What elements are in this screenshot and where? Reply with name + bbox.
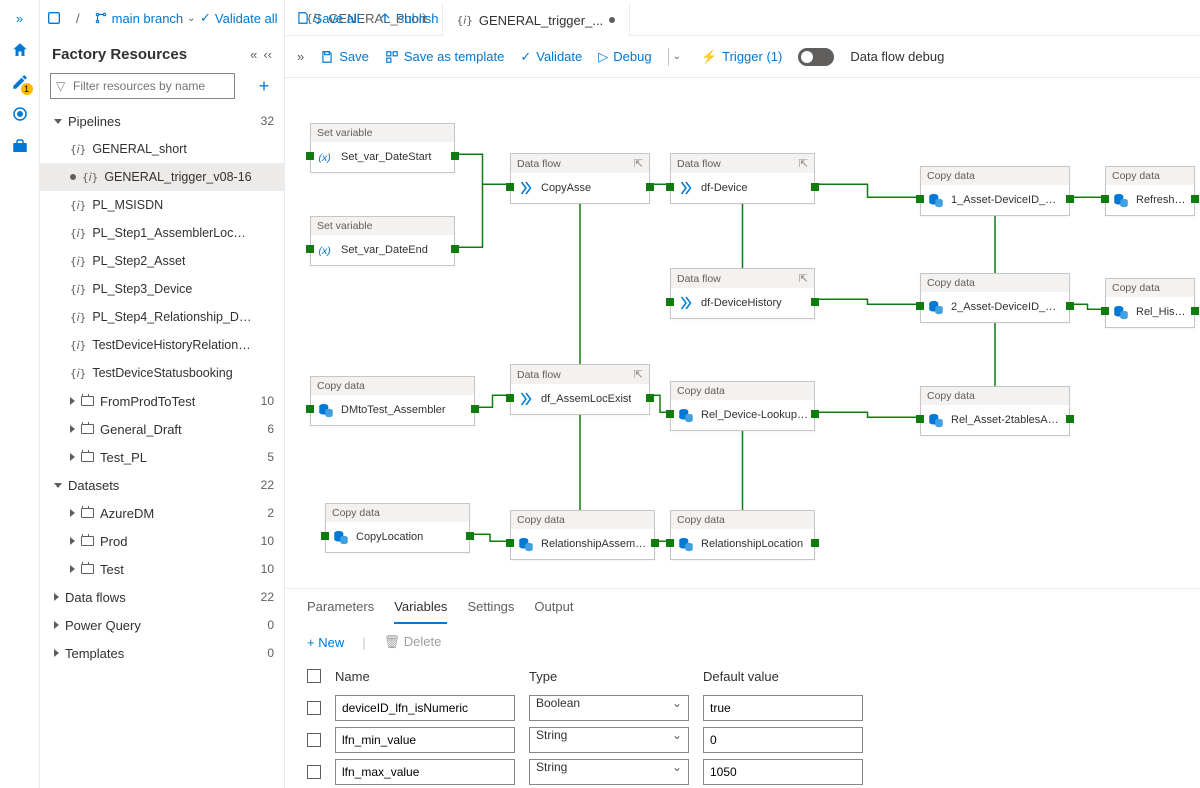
pipeline-canvas[interactable]: Set variable(x)Set_var_DateStart Set vari… — [285, 78, 1200, 588]
breadcrumb-sep: / — [76, 11, 80, 26]
pipeline-item[interactable]: {𝘪}PL_MSISDN — [40, 191, 284, 219]
activity-node[interactable]: Copy dataDMtoTest_Assembler — [310, 376, 475, 426]
activity-node[interactable]: Copy dataRelationshipLocation — [670, 510, 815, 560]
add-resource-button[interactable]: + — [254, 76, 274, 97]
editor-tab[interactable]: {𝘪}GENERAL_trigger_... — [442, 2, 631, 36]
bottom-panel: ParametersVariablesSettingsOutput + New … — [285, 588, 1200, 788]
validate-button[interactable]: ✓Validate — [520, 49, 582, 65]
sidebar: / main branch ⌄ Factory Resources « ‹‹ ▽… — [40, 0, 285, 788]
bottom-tabs: Parameters Variables Settings Output — [285, 589, 1200, 624]
bottom-tab[interactable]: Settings — [467, 599, 514, 624]
edit-icon[interactable] — [10, 72, 30, 92]
activity-node[interactable]: Copy data1_Asset-DeviceID_Set-null — [920, 166, 1070, 216]
col-val-header: Default value — [703, 669, 863, 684]
bottom-tab[interactable]: Output — [534, 599, 573, 624]
save-template-button[interactable]: Save as template — [385, 49, 504, 64]
section-powerquery[interactable]: Power Query 0 — [40, 611, 284, 639]
filter-input[interactable] — [50, 73, 235, 99]
filter-icon: ▽ — [56, 79, 65, 93]
section-pipelines[interactable]: Pipelines 32 — [40, 107, 284, 135]
var-name-input[interactable] — [335, 695, 515, 721]
pipeline-item[interactable]: {𝘪}TestDeviceStatusbooking — [40, 359, 284, 387]
activity-node[interactable]: Data flow⇱CopyAsse — [510, 153, 650, 204]
resource-tree: Pipelines 32 {𝘪}GENERAL_short{𝘪}GENERAL_… — [40, 107, 284, 788]
dataflow-debug-toggle[interactable] — [798, 48, 834, 66]
nav-rail: » — [0, 0, 40, 788]
pipeline-item[interactable]: {𝘪}GENERAL_trigger_v08-16 — [40, 163, 284, 191]
chevrons-icon[interactable]: » — [297, 49, 304, 64]
folder-item[interactable]: Prod10 — [40, 527, 284, 555]
activity-node[interactable]: Copy dataRel_Device-Lookup_6tables — [670, 381, 815, 431]
var-name-input[interactable] — [335, 727, 515, 753]
toolbox-icon[interactable] — [10, 136, 30, 156]
row-checkbox[interactable] — [307, 765, 321, 779]
activity-node[interactable]: Copy dataRel_Asset-2tablesAndRefresh — [920, 386, 1070, 436]
folder-item[interactable]: Test10 — [40, 555, 284, 583]
delete-variable-button[interactable]: 🗑 Delete — [384, 634, 442, 650]
home-icon[interactable] — [10, 40, 30, 60]
var-value-input[interactable] — [703, 727, 863, 753]
row-checkbox[interactable] — [307, 733, 321, 747]
activity-node[interactable]: Data flow⇱df_AssemLocExist — [510, 364, 650, 415]
var-type-select[interactable]: Boolean — [529, 695, 689, 721]
branch-selector[interactable]: main branch ⌄ — [94, 11, 196, 26]
var-name-input[interactable] — [335, 759, 515, 785]
activity-node[interactable]: Copy dataRefresh_De — [1105, 166, 1195, 216]
activity-node[interactable]: Copy dataCopyLocation — [325, 503, 470, 553]
variable-row: String — [307, 756, 1178, 788]
debug-dropdown[interactable]: ⌄ — [668, 48, 685, 66]
svg-text:(x): (x) — [319, 245, 331, 257]
pipeline-item[interactable]: {𝘪}TestDeviceHistoryRelationship — [40, 331, 284, 359]
section-dataflows[interactable]: Data flows 22 — [40, 583, 284, 611]
pipeline-item[interactable]: {𝘪}PL_Step4_Relationship_Device_Hist... — [40, 303, 284, 331]
save-all-button[interactable]: Save all — [296, 11, 360, 26]
activity-node[interactable]: Copy data2_Asset-DeviceID_Set-DeviceID — [920, 273, 1070, 323]
bottom-tab[interactable]: Parameters — [307, 599, 374, 624]
target-icon[interactable] — [10, 104, 30, 124]
pipeline-item[interactable]: {𝘪}PL_Step3_Device — [40, 275, 284, 303]
var-type-select[interactable]: String — [529, 759, 689, 785]
pipeline-item[interactable]: {𝘪}GENERAL_short — [40, 135, 284, 163]
publish-button[interactable]: Publish — [378, 11, 439, 26]
section-datasets[interactable]: Datasets 22 — [40, 471, 284, 499]
folder-item[interactable]: FromProdToTest10 — [40, 387, 284, 415]
main-area: {𝘪}GENERAL_short{𝘪}GENERAL_trigger_... »… — [285, 0, 1200, 788]
var-value-input[interactable] — [703, 759, 863, 785]
global-actions: ✓Validate all Save all Publish — [200, 0, 438, 36]
save-button[interactable]: Save — [320, 49, 369, 64]
dataflow-debug-label: Data flow debug — [850, 49, 944, 64]
col-name-header: Name — [335, 669, 515, 684]
row-checkbox[interactable] — [307, 701, 321, 715]
activity-node[interactable]: Copy dataRel_History-okU — [1105, 278, 1195, 328]
activity-node[interactable]: Data flow⇱df-Device — [670, 153, 815, 204]
pipeline-item[interactable]: {𝘪}PL_Step1_AssemblerLocation — [40, 219, 284, 247]
debug-button[interactable]: ▷Debug — [598, 49, 651, 65]
section-templates[interactable]: Templates 0 — [40, 639, 284, 667]
activity-node[interactable]: Set variable(x)Set_var_DateEnd — [310, 216, 455, 266]
folder-item[interactable]: Test_PL5 — [40, 443, 284, 471]
var-type-select[interactable]: String — [529, 727, 689, 753]
select-all-checkbox[interactable] — [307, 669, 321, 683]
validate-all-button[interactable]: ✓Validate all — [200, 10, 278, 26]
variable-row: Boolean — [307, 692, 1178, 724]
chevrons-icon[interactable]: » — [10, 8, 30, 28]
folder-item[interactable]: General_Draft6 — [40, 415, 284, 443]
activity-node[interactable]: Set variable(x)Set_var_DateStart — [310, 123, 455, 173]
var-value-input[interactable] — [703, 695, 863, 721]
pipeline-item[interactable]: {𝘪}PL_Step2_Asset — [40, 247, 284, 275]
new-variable-button[interactable]: + New — [307, 635, 344, 650]
bottom-tab[interactable]: Variables — [394, 599, 447, 624]
activity-node[interactable]: Data flow⇱df-DeviceHistory — [670, 268, 815, 319]
trigger-button[interactable]: ⚡Trigger (1) — [701, 49, 782, 65]
svg-text:(x): (x) — [319, 152, 331, 164]
collapse2-icon[interactable]: ‹‹ — [263, 47, 272, 62]
col-type-header: Type — [529, 669, 689, 684]
activity-node[interactable]: Copy dataRelationshipAssembler — [510, 510, 655, 560]
variable-row: String — [307, 724, 1178, 756]
pipeline-toolbar: » Save Save as template ✓Validate ▷Debug… — [285, 36, 1200, 78]
folder-item[interactable]: AzureDM2 — [40, 499, 284, 527]
repo-icon[interactable] — [46, 10, 62, 26]
collapse-icon[interactable]: « — [250, 47, 257, 62]
sidebar-title: Factory Resources — [52, 46, 187, 63]
